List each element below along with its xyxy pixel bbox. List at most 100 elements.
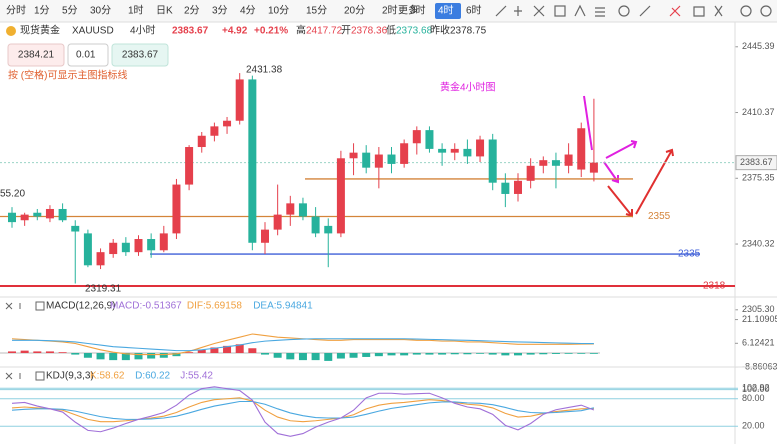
candle-body (476, 139, 485, 157)
candle-body (589, 162, 598, 173)
candle-body (539, 160, 548, 166)
icon-more[interactable] (760, 5, 772, 17)
macd-bar (577, 353, 586, 354)
timeframe[interactable]: 3分 (212, 5, 228, 17)
timeframe[interactable]: 4分 (240, 5, 256, 17)
macd-bar (33, 351, 42, 353)
candle-body (311, 216, 320, 234)
candle-body (362, 152, 371, 168)
icon-tri[interactable] (574, 4, 586, 17)
drawn-arrows (583, 95, 674, 218)
indicator-value: J:55.42 (180, 371, 213, 382)
y-tick-label: 2445.39 (742, 41, 775, 51)
macd-bar (488, 353, 497, 355)
more-button[interactable]: 更多 (398, 4, 418, 17)
candle-body (45, 208, 54, 219)
timeframe[interactable]: 日K (156, 6, 173, 17)
icon-ray[interactable] (533, 5, 545, 17)
y-tick-label: 2340.32 (742, 238, 775, 248)
icon-pen[interactable] (639, 5, 651, 17)
timeframe[interactable]: 15分 (306, 5, 327, 17)
timeframe[interactable]: 3时 (410, 5, 426, 17)
current-price-tag (735, 155, 777, 171)
candle-body (349, 152, 358, 159)
panel-icon[interactable] (35, 371, 45, 381)
candle-body (514, 180, 522, 194)
candle-body (438, 148, 447, 153)
candle-body (248, 79, 257, 243)
collapse-icon[interactable] (5, 372, 21, 380)
macd-bar (400, 353, 409, 356)
candle-body (374, 154, 383, 168)
macd-bar (197, 349, 206, 353)
icon-fib[interactable] (595, 7, 605, 17)
icon-settings[interactable] (740, 5, 752, 17)
panel-title: KDJ(9,3,3) (46, 371, 94, 382)
timeframe[interactable]: 20分 (344, 5, 365, 17)
macd-bar (20, 350, 29, 353)
buy-price[interactable]: 2383.67 (122, 50, 159, 61)
macd-bar (8, 351, 16, 353)
icon-rect[interactable] (554, 5, 566, 17)
macd-bar (336, 353, 345, 359)
timeframe[interactable]: 分时 (6, 5, 26, 17)
toolbar-icons (495, 4, 772, 17)
timeframe[interactable]: 30分 (90, 5, 111, 17)
period-select[interactable]: 4小时 (130, 25, 156, 37)
gold-icon (6, 26, 16, 36)
icon-line[interactable] (495, 5, 507, 17)
quote-symbol: XAUUSD (72, 26, 114, 37)
macd-bar (261, 353, 269, 355)
macd-bar (324, 353, 333, 361)
change-pct: +0.21% (254, 26, 288, 37)
timeframe[interactable]: 2时 (382, 5, 398, 17)
icon-cross[interactable] (514, 6, 522, 16)
timeframe[interactable]: 4时 (438, 5, 454, 17)
macd-bar (349, 353, 358, 358)
candle-body (298, 203, 307, 217)
sell-box[interactable] (7, 43, 65, 67)
indicator-line (11, 397, 594, 423)
last-price: 2383.67 (172, 26, 209, 37)
arrow-red-down (607, 185, 633, 218)
icon-magnet[interactable] (714, 5, 723, 17)
candle-body (286, 203, 295, 215)
indicator-line (11, 333, 594, 356)
lot[interactable]: 0.01 (76, 50, 96, 61)
macd-bar (83, 353, 92, 358)
indicator-value: K:58.62 (90, 371, 125, 382)
indicator-line (11, 400, 595, 420)
candle-body (501, 182, 510, 194)
timeframe[interactable]: 5分 (62, 5, 78, 17)
macd-bar (273, 353, 282, 358)
indicator-value: MACD:-0.51367 (110, 301, 182, 312)
macd-bar (298, 353, 307, 361)
timeframe[interactable]: 10分 (268, 5, 289, 17)
icon-layer[interactable] (693, 6, 705, 17)
macd-bar (425, 353, 434, 355)
macd-bar (235, 344, 244, 353)
icon-circle[interactable] (618, 5, 630, 17)
macd-bar (387, 353, 396, 356)
macd-bar (172, 353, 181, 357)
macd-bar (223, 345, 232, 353)
macd-bar (134, 353, 143, 360)
candle-body (8, 212, 16, 223)
candle-body (425, 130, 434, 149)
timeframe[interactable]: 6时 (466, 5, 482, 17)
candle-body (526, 165, 535, 181)
y-tick-label: 100.00 (742, 384, 770, 394)
macd-bar (589, 353, 598, 354)
icon-erase[interactable] (669, 5, 681, 17)
sell-price[interactable]: 2384.21 (18, 50, 55, 61)
buy-box[interactable] (111, 43, 169, 67)
timeframe[interactable]: 1分 (34, 5, 50, 17)
panel-icon[interactable] (35, 301, 45, 311)
indicator-value: DIF:5.69158 (187, 301, 242, 312)
timeframe[interactable]: 1时 (128, 5, 144, 17)
lot-box[interactable] (67, 43, 109, 67)
collapse-icon[interactable] (5, 302, 21, 310)
candle-body (96, 252, 105, 266)
hint: 按 (空格)可显示主图指标线 (8, 69, 127, 82)
timeframe[interactable]: 2分 (184, 5, 200, 17)
